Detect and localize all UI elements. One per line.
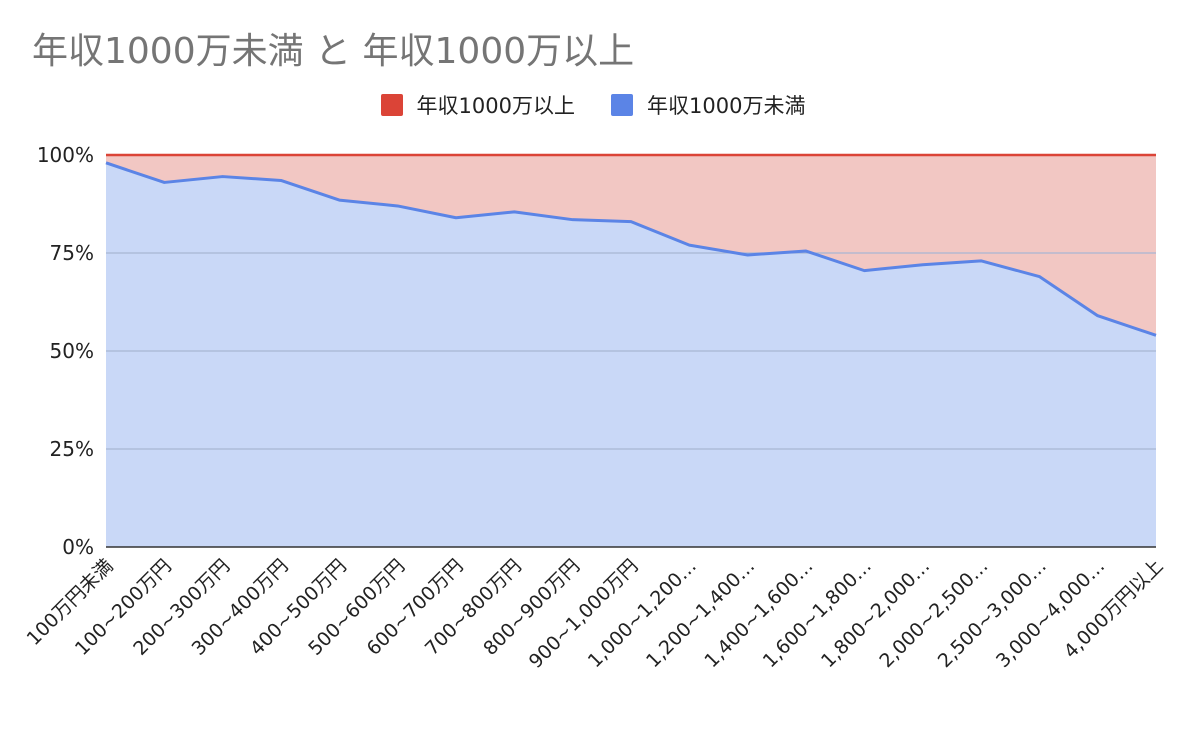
y-tick-label: 75% (50, 241, 94, 265)
legend-label-below: 年収1000万未満 (647, 94, 806, 118)
x-tick-label: 2,000~2,500… (875, 555, 992, 672)
area-above-1000[interactable] (106, 155, 1156, 336)
series-line-below-1000[interactable] (105, 161, 1157, 337)
y-tick-label: 50% (50, 339, 94, 363)
legend-swatch-above (380, 94, 403, 116)
chart-title: 年収1000万未満 と 年収1000万以上 (32, 31, 635, 72)
x-tick-label: 1,000~1,200… (584, 555, 701, 672)
area-below-1000[interactable] (106, 162, 1156, 547)
y-tick-label: 25% (50, 437, 94, 461)
x-tick-label: 1,600~1,800… (759, 555, 876, 672)
x-tick-label: 2,500~3,000… (934, 555, 1051, 672)
legend: 年収1000万以上 年収1000万未満 (0, 90, 1186, 120)
legend-swatch-below (611, 94, 633, 116)
x-tick-label: 3,000~4,000… (992, 555, 1109, 672)
y-tick-label: 0% (62, 535, 94, 559)
x-tick-label: 900~1,000万円 (525, 555, 643, 673)
legend-item-above[interactable]: 年収1000万以上 (380, 90, 575, 120)
x-tick-label: 1,200~1,400… (642, 555, 759, 672)
x-tick-label: 1,400~1,600… (700, 555, 817, 672)
legend-label-above: 年収1000万以上 (416, 94, 575, 118)
x-tick-label: 4,000万円以上 (1060, 555, 1168, 663)
y-tick-label: 100% (37, 143, 94, 167)
x-tick-label: 1,800~2,000… (817, 555, 934, 672)
legend-item-below[interactable]: 年収1000万未満 (611, 90, 805, 120)
